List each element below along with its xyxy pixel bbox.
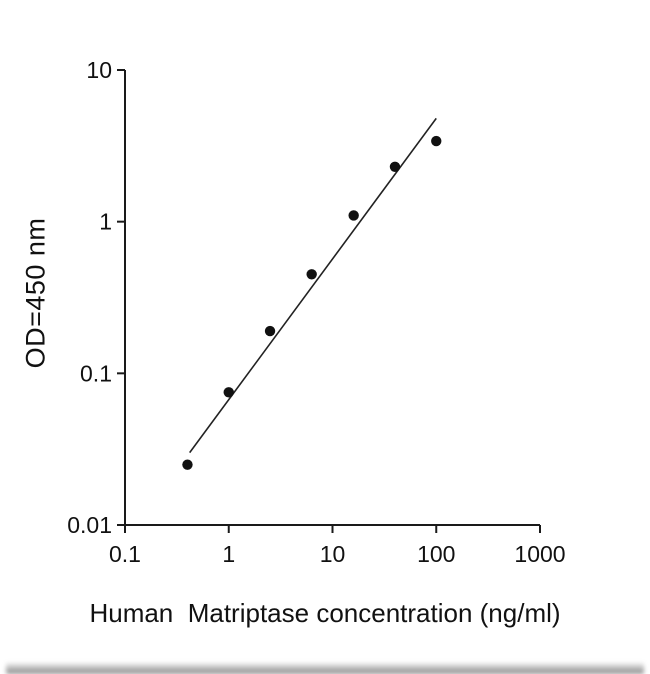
data-point [348, 210, 359, 221]
bottom-crop-artifact [6, 663, 644, 674]
data-point [306, 269, 317, 280]
y-tick-label: 10 [86, 57, 112, 83]
x-axis-label: Human Matriptase concentration (ng/ml) [89, 598, 561, 628]
x-tick-label: 0.1 [109, 541, 141, 567]
x-tick-label: 10 [320, 541, 346, 567]
data-point [431, 135, 442, 147]
data-point [389, 161, 401, 173]
x-tick-label: 1 [222, 541, 235, 567]
data-point [264, 325, 276, 337]
y-tick-label: 1 [99, 209, 112, 235]
x-tick-label: 100 [417, 541, 455, 567]
data-point [223, 387, 234, 398]
x-tick-label: 1000 [514, 541, 565, 567]
y-axis-label: OD=450 nm [20, 217, 51, 369]
y-tick-label: 0.1 [80, 360, 112, 386]
y-tick-label: 0.01 [67, 512, 112, 538]
data-point [182, 459, 193, 470]
